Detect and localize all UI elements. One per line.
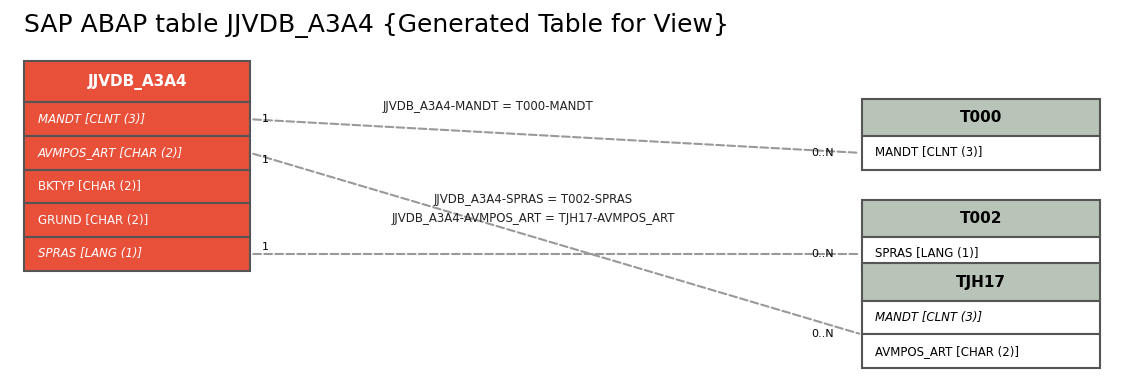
Text: JJVDB_A3A4-SPRAS = T002-SPRAS: JJVDB_A3A4-SPRAS = T002-SPRAS [434,193,633,206]
Polygon shape [24,136,251,170]
Text: AVMPOS_ART [CHAR (2)]: AVMPOS_ART [CHAR (2)] [37,146,183,159]
Polygon shape [861,200,1100,237]
Polygon shape [24,103,251,136]
Text: MANDT [CLNT (3)]: MANDT [CLNT (3)] [875,146,983,159]
Polygon shape [24,170,251,204]
Text: MANDT [CLNT (3)]: MANDT [CLNT (3)] [37,113,145,126]
Text: JJVDB_A3A4-AVMPOS_ART = TJH17-AVMPOS_ART: JJVDB_A3A4-AVMPOS_ART = TJH17-AVMPOS_ART [392,212,675,225]
Text: MANDT [CLNT (3)]: MANDT [CLNT (3)] [875,311,983,324]
Polygon shape [24,204,251,237]
Polygon shape [861,237,1100,271]
Text: BKTYP [CHAR (2)]: BKTYP [CHAR (2)] [37,180,141,193]
Text: T000: T000 [959,110,1002,125]
Polygon shape [861,264,1100,301]
Polygon shape [24,237,251,271]
Text: SAP ABAP table JJVDB_A3A4 {Generated Table for View}: SAP ABAP table JJVDB_A3A4 {Generated Tab… [24,12,729,38]
Polygon shape [24,61,251,103]
Text: 1: 1 [262,114,269,124]
Text: 0..N: 0..N [810,249,833,259]
Text: T002: T002 [959,211,1002,226]
Polygon shape [861,136,1100,170]
Text: 0..N: 0..N [810,148,833,158]
Text: SPRAS [LANG (1)]: SPRAS [LANG (1)] [875,247,980,261]
Text: GRUND [CHAR (2)]: GRUND [CHAR (2)] [37,214,148,227]
Text: 1: 1 [262,155,269,166]
Text: JJVDB_A3A4: JJVDB_A3A4 [87,74,187,90]
Text: 0..N: 0..N [810,329,833,339]
Text: AVMPOS_ART [CHAR (2)]: AVMPOS_ART [CHAR (2)] [875,345,1019,358]
Polygon shape [861,301,1100,334]
Polygon shape [861,334,1100,368]
Text: SPRAS [LANG (1)]: SPRAS [LANG (1)] [37,247,142,261]
Text: 1: 1 [262,242,269,251]
Polygon shape [861,99,1100,136]
Text: JJVDB_A3A4-MANDT = T000-MANDT: JJVDB_A3A4-MANDT = T000-MANDT [382,100,594,113]
Text: TJH17: TJH17 [956,274,1006,290]
